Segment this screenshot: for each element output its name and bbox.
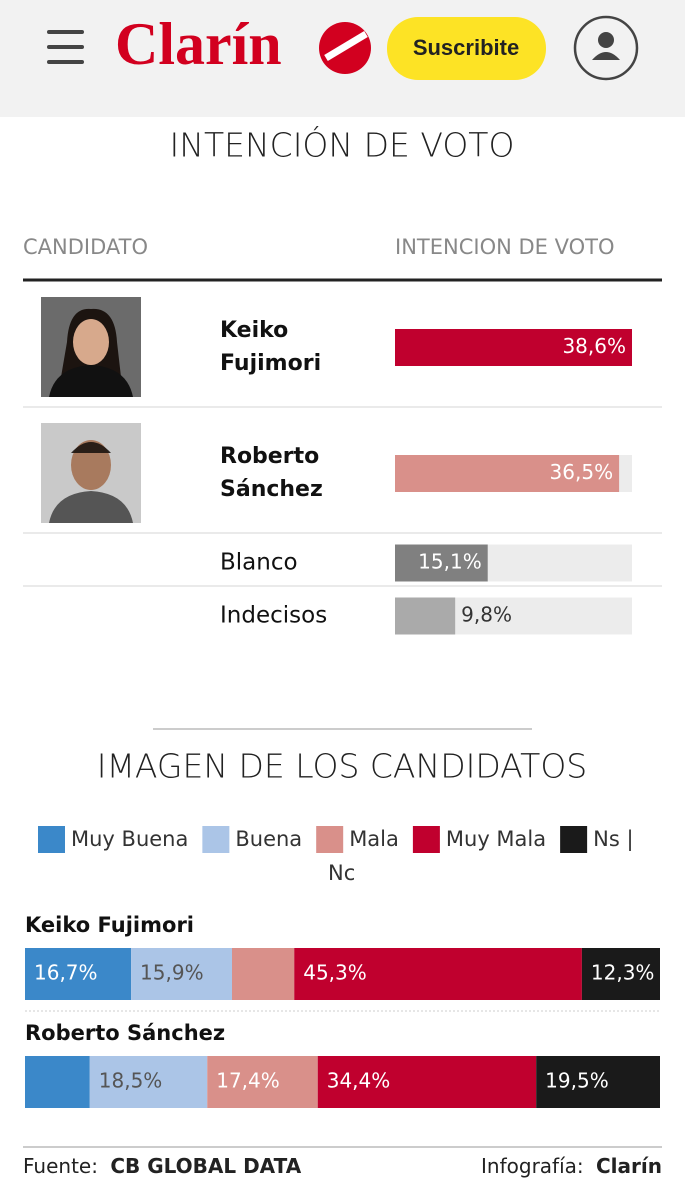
legend-item: Muy Buena [38, 826, 188, 853]
legend-swatch [560, 826, 588, 853]
bar-segment [131, 948, 233, 1000]
bar-segment [25, 948, 132, 1000]
segment-value-label: 17,4% [216, 1069, 280, 1093]
bar-value-label: 38,6% [562, 334, 626, 358]
subscribe-label: Suscribite [413, 35, 519, 60]
candidate-name: Indecisos [220, 603, 327, 629]
menu-button[interactable] [47, 30, 84, 64]
bar [395, 544, 488, 582]
section-title: IMAGEN DE LOS CANDIDATOS [97, 747, 588, 786]
footer-source: Fuente: CB GLOBAL DATA [23, 1154, 302, 1178]
credit: Clarín [596, 1154, 662, 1178]
photo-hair [71, 442, 111, 453]
bar-segment [207, 1056, 318, 1108]
credit-label: Infografía: [481, 1154, 584, 1178]
bar [395, 455, 620, 492]
bar-value-label: 36,5% [550, 460, 614, 484]
segment-value-label: 16,7% [34, 961, 98, 985]
segment-value-label: 12,3% [591, 961, 655, 985]
legend-label: Muy Buena [71, 827, 188, 851]
segment-value-label: 45,3% [303, 961, 367, 985]
bar [395, 597, 456, 635]
bar-value-label: 15,1% [418, 550, 482, 574]
candidate-name: Roberto Sánchez [220, 444, 327, 502]
photo-face [73, 319, 109, 365]
legend-item: Muy Mala [412, 826, 546, 853]
user-button[interactable] [573, 15, 639, 81]
bar-segment [25, 1056, 90, 1108]
column-header: INTENCION DE VOTO [395, 235, 614, 259]
footer-credit: Infografía: Clarín [481, 1154, 662, 1178]
legend-label: Buena [235, 827, 302, 851]
candidate-name: Blanco [220, 550, 298, 576]
segment-value-label: 34,4% [327, 1069, 391, 1093]
candidate-name: Keiko Fujimori [220, 318, 321, 376]
legend-swatch [38, 826, 65, 853]
source-label: Fuente: [23, 1154, 98, 1178]
bar-segment [317, 1056, 537, 1108]
section-title: INTENCIÓN DE VOTO [170, 125, 515, 165]
bar-segment [536, 1056, 660, 1108]
photo-body [49, 365, 133, 397]
legend-item: Buena [202, 826, 302, 853]
bar-segment [89, 1056, 208, 1108]
column-header: CANDIDATO [23, 235, 148, 259]
photo-body [49, 491, 133, 523]
bar-segment [232, 948, 295, 1000]
candidate-name: Keiko Fujimori [25, 913, 194, 937]
logo[interactable]: Clarín [115, 11, 371, 77]
logo-text: Clarín [115, 11, 282, 77]
source: CB GLOBAL DATA [110, 1154, 301, 1178]
segment-value-label: 19,5% [545, 1069, 609, 1093]
segment-value-label: 18,5% [99, 1069, 163, 1093]
bar [395, 329, 632, 366]
legend-item: Ns | Nc [328, 826, 640, 885]
candidate-photo [41, 423, 141, 523]
legend-swatch [202, 826, 230, 853]
bar-value-label: 9,8% [461, 603, 512, 627]
bar-segment [294, 948, 582, 1000]
legend-label: Muy Mala [446, 827, 546, 851]
legend-item: Mala [316, 826, 399, 853]
legend-swatch [316, 826, 344, 853]
candidate-name: Roberto Sánchez [25, 1021, 225, 1045]
segment-value-label: 15,9% [140, 961, 204, 985]
subscribe-button[interactable]: Suscribite [387, 17, 546, 80]
legend-swatch [412, 826, 440, 853]
bar-segment [581, 948, 660, 1000]
candidate-photo [41, 297, 141, 397]
legend-label: Mala [349, 827, 399, 851]
legend-label: Ns | Nc [328, 827, 640, 885]
